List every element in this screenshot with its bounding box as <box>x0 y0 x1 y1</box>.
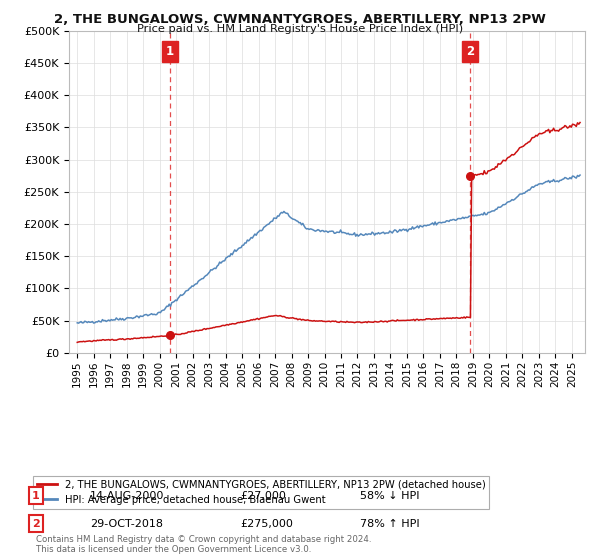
Text: 2: 2 <box>32 519 40 529</box>
Text: £275,000: £275,000 <box>240 519 293 529</box>
Text: 2, THE BUNGALOWS, CWMNANTYGROES, ABERTILLERY, NP13 2PW: 2, THE BUNGALOWS, CWMNANTYGROES, ABERTIL… <box>54 13 546 26</box>
Text: £27,000: £27,000 <box>240 491 286 501</box>
Text: Contains HM Land Registry data © Crown copyright and database right 2024.
This d: Contains HM Land Registry data © Crown c… <box>36 535 371 554</box>
Legend: 2, THE BUNGALOWS, CWMNANTYGROES, ABERTILLERY, NP13 2PW (detached house), HPI: Av: 2, THE BUNGALOWS, CWMNANTYGROES, ABERTIL… <box>33 476 490 509</box>
Text: 1: 1 <box>166 45 174 58</box>
Text: 2: 2 <box>466 45 474 58</box>
Text: 78% ↑ HPI: 78% ↑ HPI <box>360 519 419 529</box>
Text: 14-AUG-2000: 14-AUG-2000 <box>90 491 164 501</box>
Text: Price paid vs. HM Land Registry's House Price Index (HPI): Price paid vs. HM Land Registry's House … <box>137 24 463 34</box>
Text: 1: 1 <box>32 491 40 501</box>
Text: 29-OCT-2018: 29-OCT-2018 <box>90 519 163 529</box>
Text: 58% ↓ HPI: 58% ↓ HPI <box>360 491 419 501</box>
